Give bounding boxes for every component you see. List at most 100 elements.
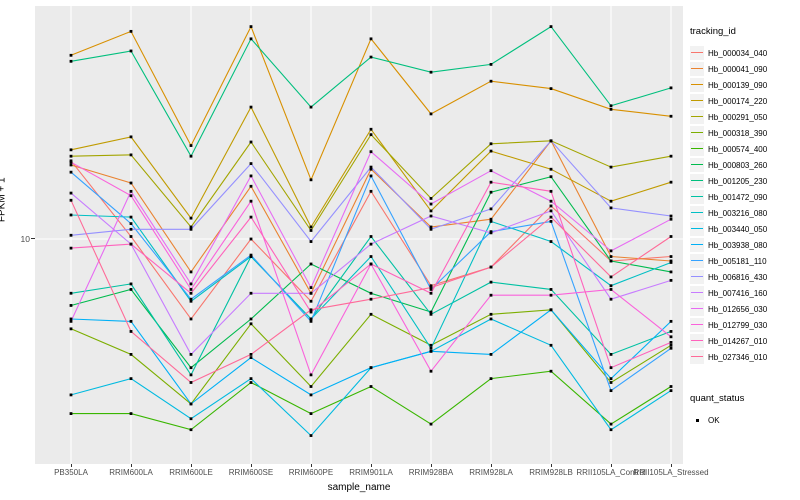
legend-item: Hb_007416_160 xyxy=(690,285,800,301)
data-point xyxy=(609,422,613,426)
legend-key-line xyxy=(691,180,703,182)
data-point xyxy=(489,169,493,173)
legend-key-line xyxy=(691,340,703,342)
data-point xyxy=(669,319,673,323)
data-point xyxy=(669,343,673,347)
data-point xyxy=(549,308,553,312)
x-tick-label-RRII105LA_Stressed: RRII105LA_Stressed xyxy=(633,468,709,477)
data-point xyxy=(369,37,373,41)
data-point xyxy=(249,353,253,356)
x-tick-label-RRIM600PE: RRIM600PE xyxy=(288,468,334,477)
data-point xyxy=(189,216,193,220)
data-point xyxy=(309,317,313,321)
legend-key-swatch xyxy=(690,142,704,156)
data-point xyxy=(429,214,433,218)
legend-key-line xyxy=(691,116,703,118)
data-point xyxy=(609,389,613,393)
legend-item-label: Hb_000803_260 xyxy=(708,160,768,170)
data-point xyxy=(609,249,613,253)
legend-item: Hb_000291_050 xyxy=(690,109,800,125)
data-point xyxy=(69,154,73,158)
data-point xyxy=(189,373,193,377)
legend-item-label: Hb_005181_110 xyxy=(708,256,767,266)
legend-key-line xyxy=(691,68,703,70)
data-point xyxy=(669,270,673,274)
data-point xyxy=(429,284,433,288)
data-point xyxy=(669,261,673,264)
data-point xyxy=(189,225,193,229)
legend: tracking_id Hb_000034_040 Hb_000041_090 Hb… xyxy=(690,26,800,428)
legend-item: Hb_012799_030 xyxy=(690,317,800,333)
x-axis-tick-marks xyxy=(0,464,800,468)
legend-item-label: OK xyxy=(708,415,720,425)
data-point xyxy=(309,286,313,289)
data-point xyxy=(189,282,193,286)
data-point xyxy=(549,288,553,291)
y-axis-tick-mark xyxy=(31,238,35,239)
legend-key-line xyxy=(691,100,703,102)
x-tick-label-RRIM600LA: RRIM600LA xyxy=(109,468,153,477)
legend-item: Hb_005181_110 xyxy=(690,253,800,269)
legend-item-label: Hb_003440_050 xyxy=(708,224,768,234)
data-point xyxy=(189,417,193,421)
x-tick-mark xyxy=(251,464,252,467)
x-tick-label-RRIM928BA: RRIM928BA xyxy=(408,468,454,477)
data-point xyxy=(609,297,613,301)
data-point xyxy=(309,262,313,266)
x-tick-label-RRIM928LA: RRIM928LA xyxy=(469,468,513,477)
legend-item-label: Hb_003938_080 xyxy=(708,240,768,250)
data-point xyxy=(249,199,253,203)
data-point xyxy=(369,167,373,171)
plot-panel xyxy=(35,6,683,464)
data-point xyxy=(189,288,193,291)
legend-item-label: Hb_001472_090 xyxy=(708,192,768,202)
data-point xyxy=(69,317,73,321)
data-point xyxy=(249,25,253,29)
data-point xyxy=(549,343,553,347)
legend-item: Hb_012656_030 xyxy=(690,301,800,317)
data-point xyxy=(309,373,313,377)
data-point xyxy=(69,246,73,250)
data-point xyxy=(249,253,253,257)
data-point xyxy=(309,178,313,182)
data-point xyxy=(129,194,133,198)
x-axis-tick-labels: PB350LA RRIM600LA RRIM600LE RRIM600SE RRIM60… xyxy=(0,468,800,480)
data-point xyxy=(669,330,673,333)
legend-item: Hb_001205_230 xyxy=(690,173,800,189)
data-point xyxy=(609,284,613,288)
legend-item-label: Hb_000034_040 xyxy=(708,48,768,58)
legend-key-line xyxy=(691,260,703,262)
data-point xyxy=(249,174,253,178)
data-point xyxy=(129,153,133,157)
data-point xyxy=(249,162,253,165)
data-point xyxy=(249,377,253,381)
legend-item: Hb_000803_260 xyxy=(690,157,800,173)
legend-key-line xyxy=(691,324,703,326)
data-point xyxy=(249,140,253,144)
data-point xyxy=(429,209,433,213)
data-point xyxy=(69,160,73,164)
data-point xyxy=(129,412,133,415)
data-point xyxy=(429,291,433,295)
legend-key-swatch xyxy=(690,206,704,220)
data-point xyxy=(189,144,193,147)
data-point xyxy=(249,381,253,384)
data-point xyxy=(549,369,553,373)
data-point xyxy=(69,53,73,57)
y-axis-tick-label: 10 xyxy=(20,234,30,244)
legend-item-label: Hb_000041_090 xyxy=(708,64,768,74)
data-point xyxy=(669,86,673,90)
data-point xyxy=(309,434,313,437)
legend-key-line xyxy=(691,308,703,310)
data-point xyxy=(309,308,313,312)
legend-key-line xyxy=(691,244,703,246)
legend-item: Hb_000174_220 xyxy=(690,93,800,109)
data-point xyxy=(69,191,73,195)
legend-item: Hb_000041_090 xyxy=(690,61,800,77)
legend-quant-entries: OK xyxy=(690,412,800,428)
data-point xyxy=(549,25,553,29)
data-point xyxy=(429,288,433,291)
data-point xyxy=(249,317,253,321)
legend-key-swatch xyxy=(690,413,704,427)
legend-item-label: Hb_000574_400 xyxy=(708,144,768,154)
